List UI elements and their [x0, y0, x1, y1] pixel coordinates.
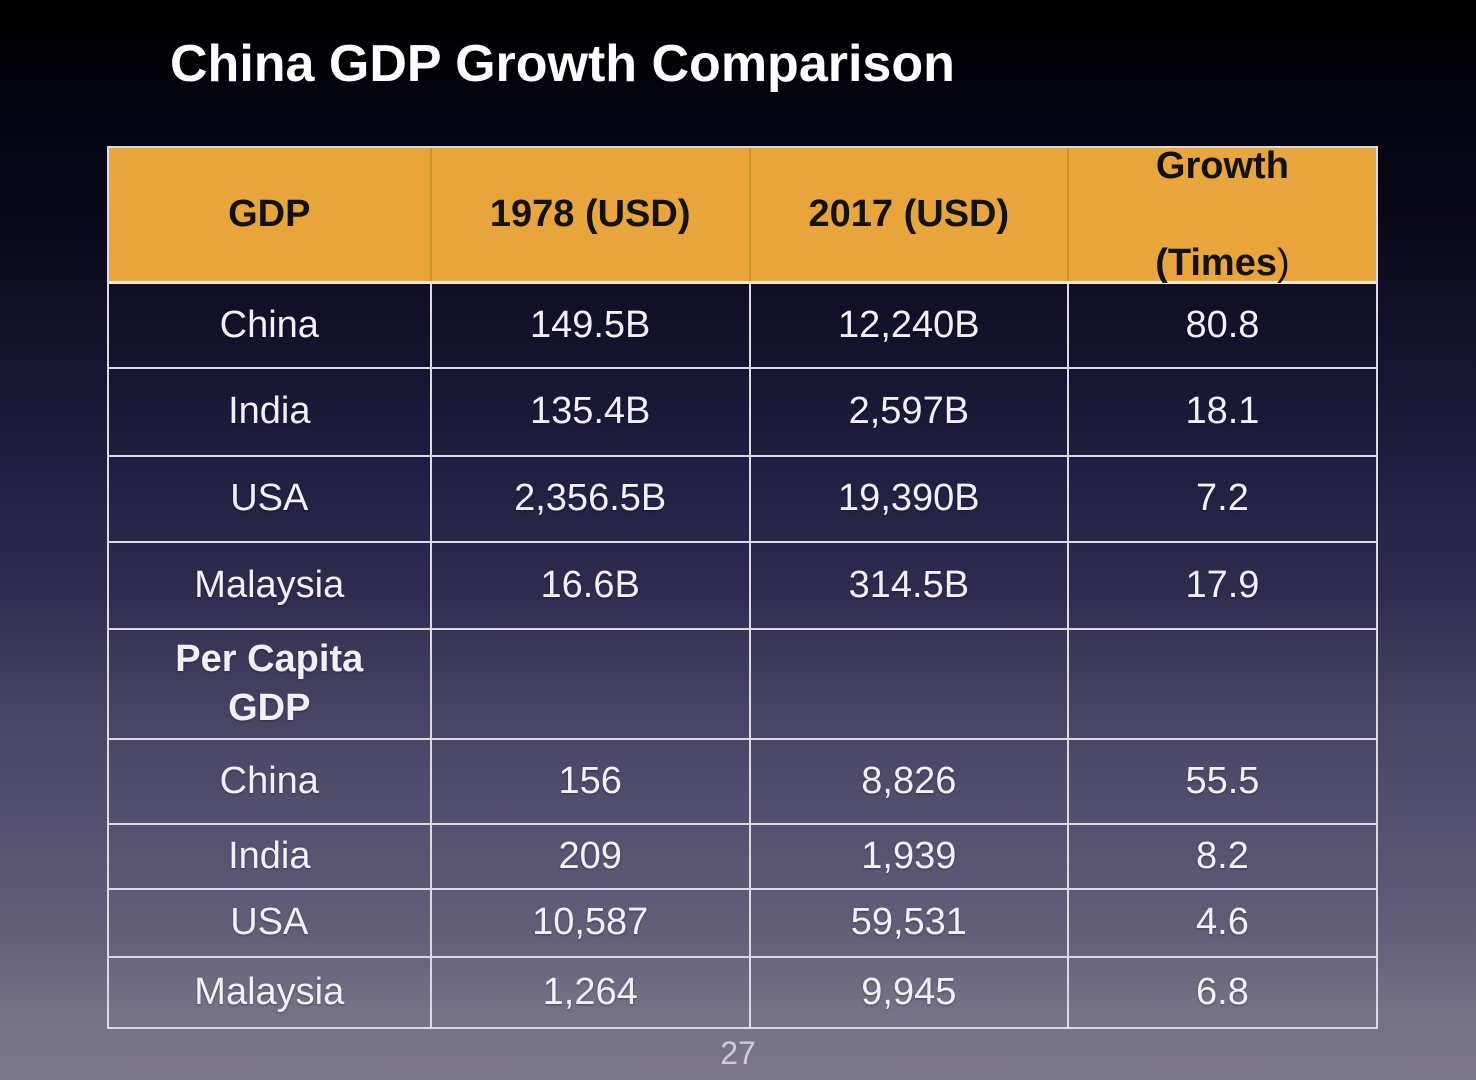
value-growth: 18.1	[1066, 369, 1376, 455]
table-row-china-gdp: China 149.5B 12,240B 80.8	[109, 284, 1376, 369]
value-1978: 156	[429, 740, 749, 823]
value-1978: 16.6B	[429, 543, 749, 628]
value-2017: 314.5B	[748, 543, 1067, 628]
value-growth: 55.5	[1066, 740, 1376, 823]
row-label: India	[228, 390, 311, 433]
header-cell-gdp: GDP	[228, 193, 311, 236]
value-1978: 2,356.5B	[429, 457, 749, 541]
value-1978: 10,587	[429, 890, 749, 956]
row-label: China	[219, 303, 319, 346]
row-label: USA	[230, 477, 309, 520]
table-row-china-percapita: China 156 8,826 55.5	[109, 740, 1376, 825]
table-row-malaysia-gdp: Malaysia 16.6B 314.5B 17.9	[109, 543, 1376, 630]
value-2017: 1,939	[748, 825, 1067, 888]
table-row-usa-gdp: USA 2,356.5B 19,390B 7.2	[109, 457, 1376, 543]
value-1978: 1,264	[429, 958, 749, 1027]
slide-title: China GDP Growth Comparison	[170, 35, 955, 93]
table-row-india-percapita: India 209 1,939 8.2	[109, 825, 1376, 890]
value-2017: 19,390B	[748, 457, 1067, 541]
value-growth: 4.6	[1066, 890, 1376, 956]
section-label: Per Capita GDP	[175, 637, 364, 729]
table-row-malaysia-percapita: Malaysia 1,264 9,945 6.8	[109, 958, 1376, 1027]
row-label: Malaysia	[194, 970, 345, 1013]
empty-cell	[429, 630, 749, 738]
table-row-usa-percapita: USA 10,587 59,531 4.6	[109, 890, 1376, 958]
value-growth: 8.2	[1066, 825, 1376, 888]
value-growth: 6.8	[1066, 958, 1376, 1027]
empty-cell	[748, 630, 1067, 738]
value-1978: 135.4B	[429, 369, 749, 455]
page-number: 27	[720, 1035, 756, 1071]
value-1978: 149.5B	[429, 284, 749, 367]
header-cell-1978: 1978 (USD)	[429, 148, 749, 281]
value-2017: 8,826	[748, 740, 1067, 823]
value-growth: 7.2	[1066, 457, 1376, 541]
value-2017: 9,945	[748, 958, 1067, 1027]
growth-close-paren: )	[1276, 241, 1290, 284]
table-row-per-capita-section: Per Capita GDP	[109, 630, 1376, 740]
value-2017: 59,531	[748, 890, 1067, 956]
row-label: China	[219, 759, 319, 802]
value-1978: 209	[429, 825, 749, 888]
value-growth: 17.9	[1066, 543, 1376, 628]
value-growth: 80.8	[1066, 284, 1376, 367]
table-row-india-gdp: India 135.4B 2,597B 18.1	[109, 369, 1376, 457]
empty-cell	[1066, 630, 1376, 738]
row-label: USA	[230, 901, 309, 944]
header-cell-growth: Growth (Times)	[1066, 145, 1376, 284]
gdp-comparison-table: GDP 1978 (USD) 2017 (USD) Growth (Times)…	[107, 145, 1378, 1029]
value-2017: 2,597B	[748, 369, 1067, 455]
header-growth-text: Growth (Times)	[1155, 144, 1290, 284]
row-label: Malaysia	[194, 563, 345, 606]
table-header-row: GDP 1978 (USD) 2017 (USD) Growth (Times)	[109, 145, 1376, 284]
value-2017: 12,240B	[748, 284, 1067, 367]
row-label: India	[228, 834, 311, 877]
header-cell-2017: 2017 (USD)	[748, 148, 1067, 281]
